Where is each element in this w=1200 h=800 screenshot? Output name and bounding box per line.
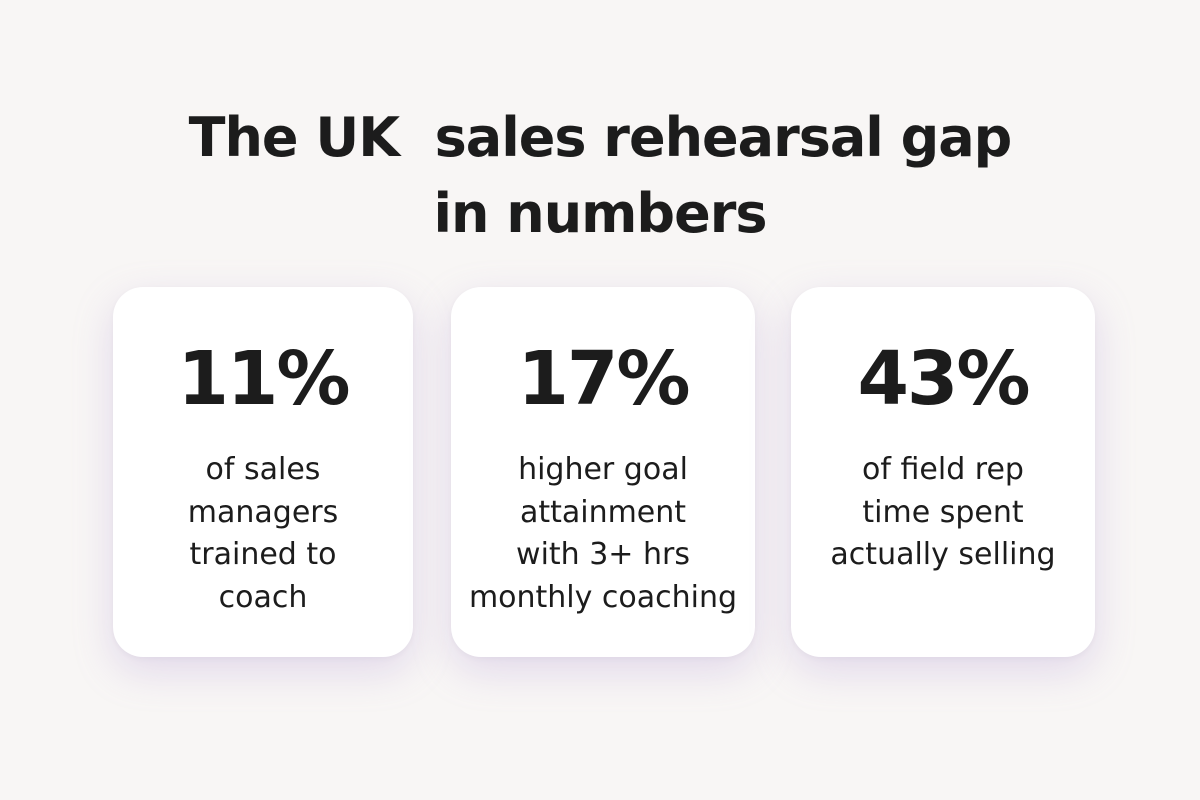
description-line: managers bbox=[187, 494, 339, 530]
description-line: time spent bbox=[862, 494, 1024, 530]
description-line: with 3+ hrs bbox=[516, 537, 690, 572]
stat-description: of field rep time spent actually selling bbox=[791, 449, 1095, 577]
stat-value: 11% bbox=[177, 336, 350, 422]
stat-card: 11% of sales managers trained to coach bbox=[113, 287, 413, 657]
stat-value: 17% bbox=[517, 336, 690, 422]
stat-card: 43% of field rep time spent actually selli… bbox=[791, 287, 1095, 657]
title-line: The UK sales rehearsal gap bbox=[188, 106, 1013, 169]
stat-description: of sales managers trained to coach bbox=[113, 449, 413, 619]
title-line: in numbers bbox=[433, 182, 768, 245]
description-line: of field rep bbox=[862, 452, 1024, 487]
stat-description: higher goal attainment with 3+ hrs monthly … bbox=[451, 449, 755, 619]
description-line: attainment bbox=[519, 494, 687, 530]
title: The UK sales rehearsal gap in numbers bbox=[0, 100, 1200, 252]
stat-card: 17% higher goal attainment with 3+ hrs mont… bbox=[451, 287, 755, 657]
description-line: of sales bbox=[205, 452, 321, 487]
stat-value: 43% bbox=[857, 336, 1030, 422]
description-line: coach bbox=[218, 579, 308, 615]
description-line: trained to bbox=[189, 537, 337, 572]
description-line: higher goal bbox=[518, 452, 688, 487]
description-line: actually selling bbox=[830, 537, 1056, 572]
description-line: monthly coaching bbox=[468, 579, 738, 615]
